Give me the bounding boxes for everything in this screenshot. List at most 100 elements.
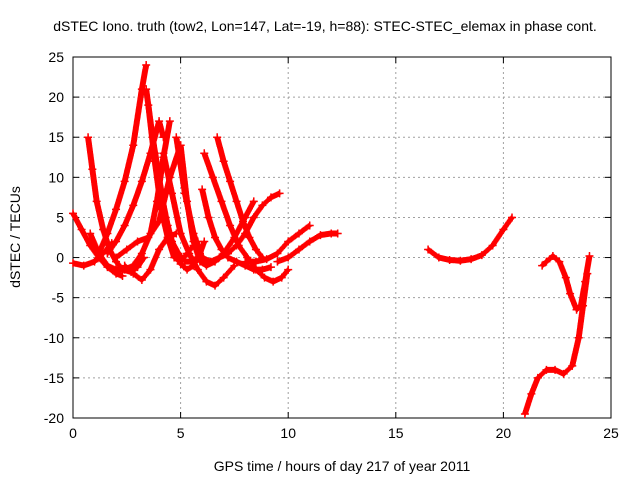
y-axis-label: dSTEC / TECUs — [7, 186, 23, 288]
data-point — [232, 241, 241, 250]
x-tick-label: 0 — [69, 425, 77, 441]
data-point — [94, 249, 103, 258]
data-point — [456, 256, 465, 265]
data-point — [561, 273, 570, 282]
data-point — [103, 249, 112, 258]
data-point — [195, 257, 204, 266]
data-series — [424, 213, 517, 265]
data-point — [305, 221, 314, 230]
data-point — [129, 261, 138, 270]
data-point — [251, 265, 260, 274]
data-point — [176, 229, 185, 238]
data-point — [488, 241, 497, 250]
data-point — [245, 233, 254, 242]
data-point — [219, 157, 228, 166]
data-point — [193, 265, 202, 274]
data-point — [533, 373, 542, 382]
data-point — [467, 255, 476, 264]
data-point — [316, 231, 325, 240]
data-point — [200, 149, 209, 158]
data-series — [159, 149, 239, 290]
data-point — [538, 261, 547, 270]
data-point — [251, 257, 260, 266]
data-point — [258, 201, 267, 210]
data-point — [241, 257, 250, 266]
data-point — [112, 205, 121, 214]
data-point — [129, 269, 138, 278]
data-point — [142, 61, 151, 70]
data-point — [266, 193, 275, 202]
data-point — [176, 141, 185, 150]
data-series — [213, 133, 267, 262]
data-point — [542, 257, 551, 266]
data-point — [284, 237, 293, 246]
data-point — [542, 365, 551, 374]
series-track — [521, 270, 591, 417]
data-point — [99, 225, 108, 234]
data-point — [527, 389, 536, 398]
y-tick-label: 10 — [48, 169, 64, 185]
y-tick-label: 25 — [48, 49, 64, 65]
data-series — [241, 221, 314, 266]
data-point — [551, 365, 560, 374]
data-point — [183, 197, 192, 206]
data-point — [198, 185, 207, 194]
data-point — [574, 333, 583, 342]
data-point — [215, 253, 224, 262]
y-tick-label: -20 — [44, 410, 64, 426]
data-point — [568, 361, 577, 370]
data-series — [200, 149, 293, 286]
data-point — [163, 221, 172, 230]
data-point — [583, 269, 592, 278]
y-tick-label: 20 — [48, 89, 64, 105]
data-point — [146, 265, 155, 274]
data-point — [277, 273, 286, 282]
data-point — [555, 257, 564, 266]
data-point — [133, 237, 142, 246]
data-point — [200, 237, 209, 246]
data-point — [219, 273, 228, 282]
y-tick-label: 0 — [56, 250, 64, 266]
data-point — [202, 277, 211, 286]
data-point — [284, 265, 293, 274]
x-tick-label: 20 — [496, 425, 512, 441]
data-point — [144, 233, 153, 242]
data-point — [249, 213, 258, 222]
data-point — [232, 257, 241, 266]
data-point — [159, 133, 168, 142]
data-point — [202, 261, 211, 270]
data-point — [120, 177, 129, 186]
data-point — [499, 225, 508, 234]
data-point — [424, 245, 433, 254]
data-point — [133, 263, 142, 272]
data-point — [572, 305, 581, 314]
data-point — [226, 221, 235, 230]
data-point — [559, 369, 568, 378]
data-point — [241, 229, 250, 238]
data-point — [294, 245, 303, 254]
data-point — [232, 197, 241, 206]
data-point — [90, 257, 99, 266]
data-point — [333, 229, 342, 238]
data-point — [155, 117, 164, 126]
data-point — [208, 173, 217, 182]
data-point — [120, 221, 129, 230]
data-point — [112, 265, 121, 274]
data-point — [172, 133, 181, 142]
x-tick-label: 10 — [280, 425, 296, 441]
data-point — [142, 85, 151, 94]
data-series — [120, 229, 181, 285]
data-point — [508, 213, 517, 222]
data-point — [520, 409, 529, 418]
data-point — [445, 255, 454, 264]
data-point — [103, 229, 112, 238]
data-point — [150, 149, 159, 158]
data-point — [211, 257, 220, 266]
data-point — [84, 133, 93, 142]
data-series — [520, 269, 592, 418]
data-point — [155, 245, 164, 254]
y-tick-label: 5 — [56, 209, 64, 225]
data-point — [273, 249, 282, 258]
